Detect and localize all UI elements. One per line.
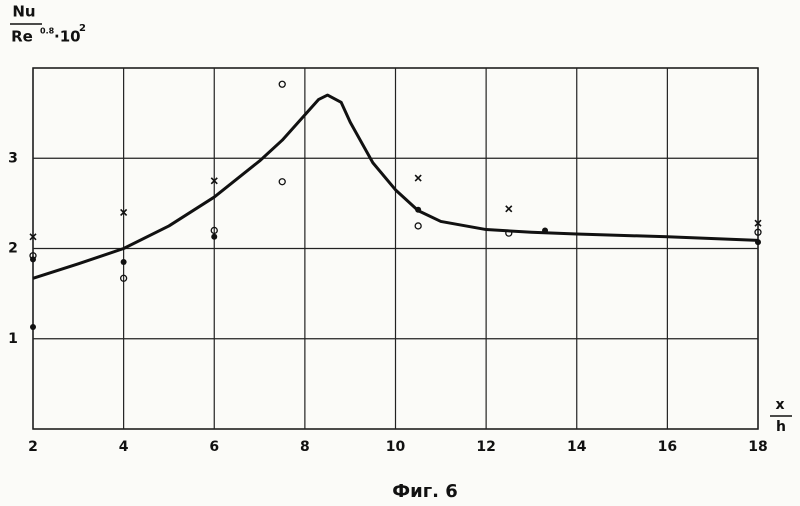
x-tick-label: 4 <box>119 439 129 455</box>
y-label-numerator: Nu <box>12 3 35 21</box>
x-tick-label: 14 <box>567 439 587 455</box>
y-label-exponent: 0.8 <box>40 27 55 36</box>
y-tick-label: 3 <box>8 150 18 166</box>
x-tick-label: 10 <box>386 439 406 455</box>
x-label-numerator: x <box>775 397 784 413</box>
x-tick-label: 2 <box>28 439 38 455</box>
point <box>30 256 36 262</box>
point <box>211 234 217 240</box>
x-tick-label: 6 <box>209 439 219 455</box>
point <box>121 259 127 265</box>
point <box>30 324 36 330</box>
point <box>506 206 512 212</box>
point <box>279 179 285 185</box>
y-label-factor: ·10 <box>54 28 81 46</box>
chart: Nu Re 0.8 ·10 2 x h Фиг. 6 2468101214161… <box>0 0 800 506</box>
y-tick-label: 2 <box>8 241 18 257</box>
point <box>755 239 761 245</box>
point <box>542 227 548 233</box>
point <box>415 223 421 229</box>
caption: Фиг. 6 <box>392 481 458 502</box>
x-tick-label: 18 <box>748 439 767 455</box>
y-label-factor-exponent: 2 <box>79 23 86 34</box>
x-label-denominator: h <box>776 419 786 435</box>
point <box>415 207 421 213</box>
y-label-denominator: Re <box>11 28 33 46</box>
x-tick-label: 8 <box>300 439 310 455</box>
point <box>279 81 285 87</box>
y-tick-label: 1 <box>8 331 18 347</box>
x-tick-label: 16 <box>658 439 677 455</box>
point <box>415 175 421 181</box>
x-tick-label: 12 <box>476 439 495 455</box>
